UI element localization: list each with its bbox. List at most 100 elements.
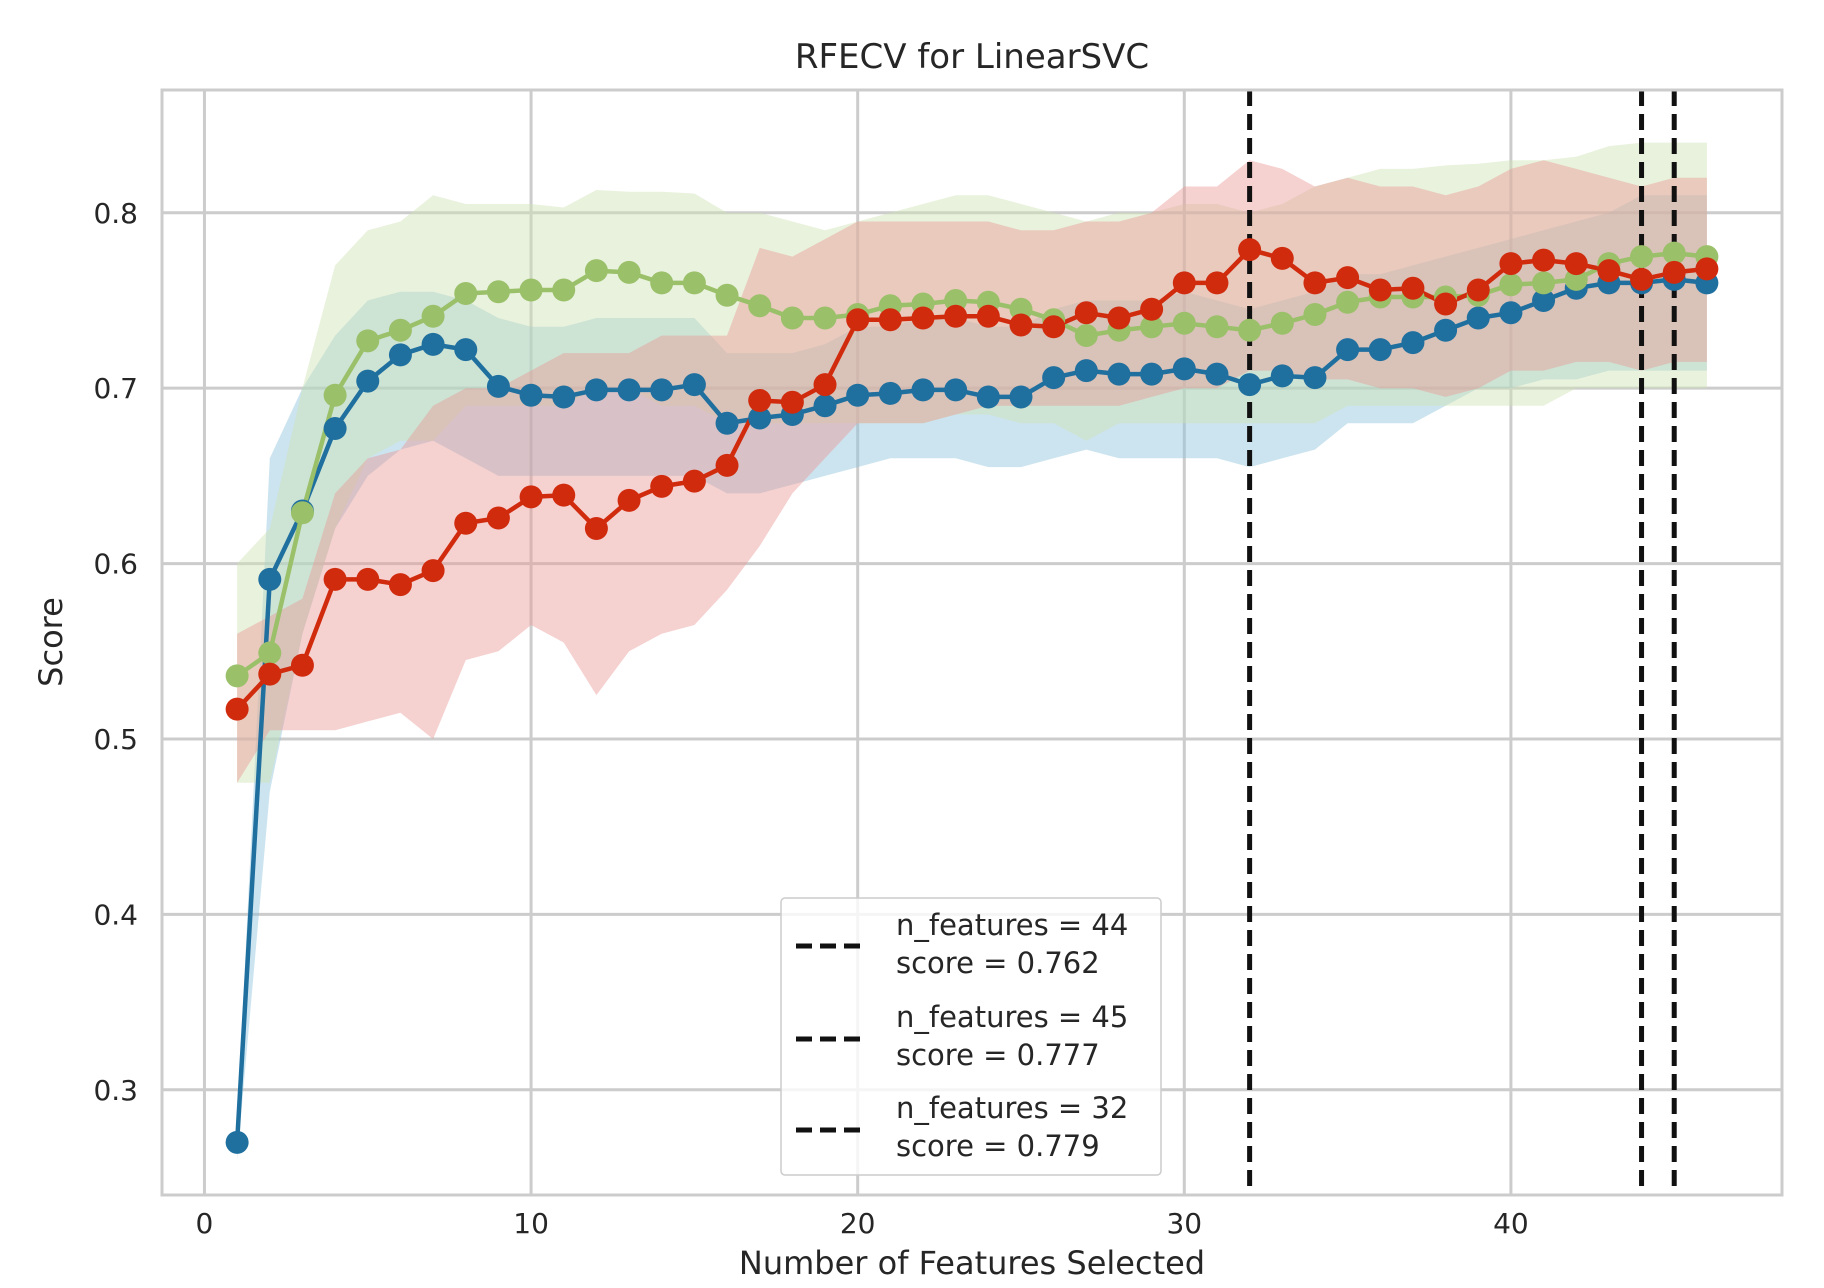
score-point-2 <box>1140 315 1164 339</box>
score-point-2 <box>258 641 282 665</box>
score-point-1 <box>1434 318 1458 342</box>
score-point-3 <box>1466 278 1490 302</box>
score-line-3 <box>235 247 1708 711</box>
score-point-3 <box>1238 238 1262 262</box>
score-point-3 <box>780 390 804 414</box>
score-point-1 <box>388 343 412 367</box>
score-point-3 <box>1499 252 1523 276</box>
y-tick-label: 0.5 <box>93 723 138 756</box>
score-point-1 <box>1532 288 1556 312</box>
x-tick-labels: 0 10 20 30 40 <box>196 1207 1529 1240</box>
score-point-1 <box>258 567 282 591</box>
y-tick-label: 0.3 <box>93 1074 138 1107</box>
legend-entry-2-line1: n_features = 45 <box>896 1000 1128 1034</box>
score-point-1 <box>552 385 576 409</box>
score-point-1 <box>1172 357 1196 381</box>
score-point-2 <box>1532 271 1556 295</box>
score-point-3 <box>911 306 935 330</box>
score-point-2 <box>1630 245 1654 269</box>
score-point-2 <box>813 306 837 330</box>
score-point-3 <box>682 469 706 493</box>
score-point-2 <box>454 281 478 305</box>
score-point-1 <box>356 369 380 393</box>
score-point-1 <box>421 332 445 356</box>
score-point-3 <box>1205 271 1229 295</box>
legend-entry-1-line1: n_features = 44 <box>896 908 1128 942</box>
score-point-3 <box>1270 246 1294 270</box>
score-point-2 <box>1564 267 1588 291</box>
score-point-3 <box>454 511 478 535</box>
score-point-1 <box>1107 362 1131 386</box>
x-tick-label: 10 <box>513 1207 549 1240</box>
score-point-3 <box>813 373 837 397</box>
x-tick-label: 0 <box>196 1207 214 1240</box>
score-point-1 <box>1499 301 1523 325</box>
score-point-2 <box>682 271 706 295</box>
score-point-3 <box>1303 271 1327 295</box>
score-point-1 <box>1042 366 1066 390</box>
confidence-band-3 <box>237 160 1707 783</box>
score-point-2 <box>1336 290 1360 314</box>
score-point-3 <box>356 567 380 591</box>
score-point-3 <box>1662 260 1686 284</box>
score-point-2 <box>421 304 445 328</box>
y-tick-label: 0.7 <box>93 372 138 405</box>
score-point-1 <box>1009 385 1033 409</box>
score-point-1 <box>976 385 1000 409</box>
score-point-3 <box>846 308 870 332</box>
score-point-3 <box>944 304 968 328</box>
score-point-3 <box>421 559 445 583</box>
score-point-3 <box>1042 315 1066 339</box>
score-point-3 <box>1597 259 1621 283</box>
score-lines <box>234 247 1708 1143</box>
score-point-3 <box>1368 278 1392 302</box>
score-point-2 <box>290 501 314 525</box>
score-point-3 <box>1695 257 1719 281</box>
score-point-2 <box>1499 273 1523 297</box>
score-point-3 <box>519 485 543 509</box>
score-point-1 <box>911 378 935 402</box>
score-point-3 <box>225 697 249 721</box>
score-point-1 <box>584 378 608 402</box>
score-point-1 <box>650 378 674 402</box>
score-point-2 <box>225 664 249 688</box>
score-point-2 <box>617 260 641 284</box>
score-point-3 <box>1532 248 1556 272</box>
score-point-2 <box>1172 311 1196 335</box>
score-point-1 <box>813 394 837 418</box>
score-point-3 <box>552 483 576 507</box>
score-point-1 <box>1074 359 1098 383</box>
x-tick-label: 40 <box>1493 1207 1529 1240</box>
score-point-2 <box>1270 311 1294 335</box>
score-point-2 <box>1303 303 1327 327</box>
score-point-3 <box>486 506 510 530</box>
score-point-3 <box>748 388 772 412</box>
score-point-2 <box>388 318 412 342</box>
score-point-3 <box>323 567 347 591</box>
score-line-1 <box>234 277 1708 1143</box>
score-point-1 <box>1270 364 1294 388</box>
score-point-1 <box>1238 373 1262 397</box>
score-point-3 <box>1434 292 1458 316</box>
score-point-3 <box>1401 276 1425 300</box>
y-tick-label: 0.8 <box>93 197 138 230</box>
score-point-1 <box>486 374 510 398</box>
score-point-3 <box>1074 301 1098 325</box>
x-axis-title: Number of Features Selected <box>739 1244 1205 1282</box>
score-point-2 <box>780 306 804 330</box>
score-point-3 <box>1107 306 1131 330</box>
plot-frame <box>160 88 1784 1197</box>
score-point-1 <box>519 383 543 407</box>
score-point-1 <box>1205 362 1229 386</box>
score-point-1 <box>682 373 706 397</box>
legend-entry-3-line2: score = 0.779 <box>896 1129 1100 1163</box>
score-point-3 <box>388 573 412 597</box>
score-point-1 <box>878 381 902 405</box>
y-tick-labels: 0.3 0.4 0.5 0.6 0.7 0.8 <box>93 197 138 1107</box>
score-point-1 <box>748 406 772 430</box>
score-point-1 <box>944 378 968 402</box>
score-point-1 <box>617 378 641 402</box>
score-point-3 <box>258 662 282 686</box>
score-point-2 <box>552 278 576 302</box>
